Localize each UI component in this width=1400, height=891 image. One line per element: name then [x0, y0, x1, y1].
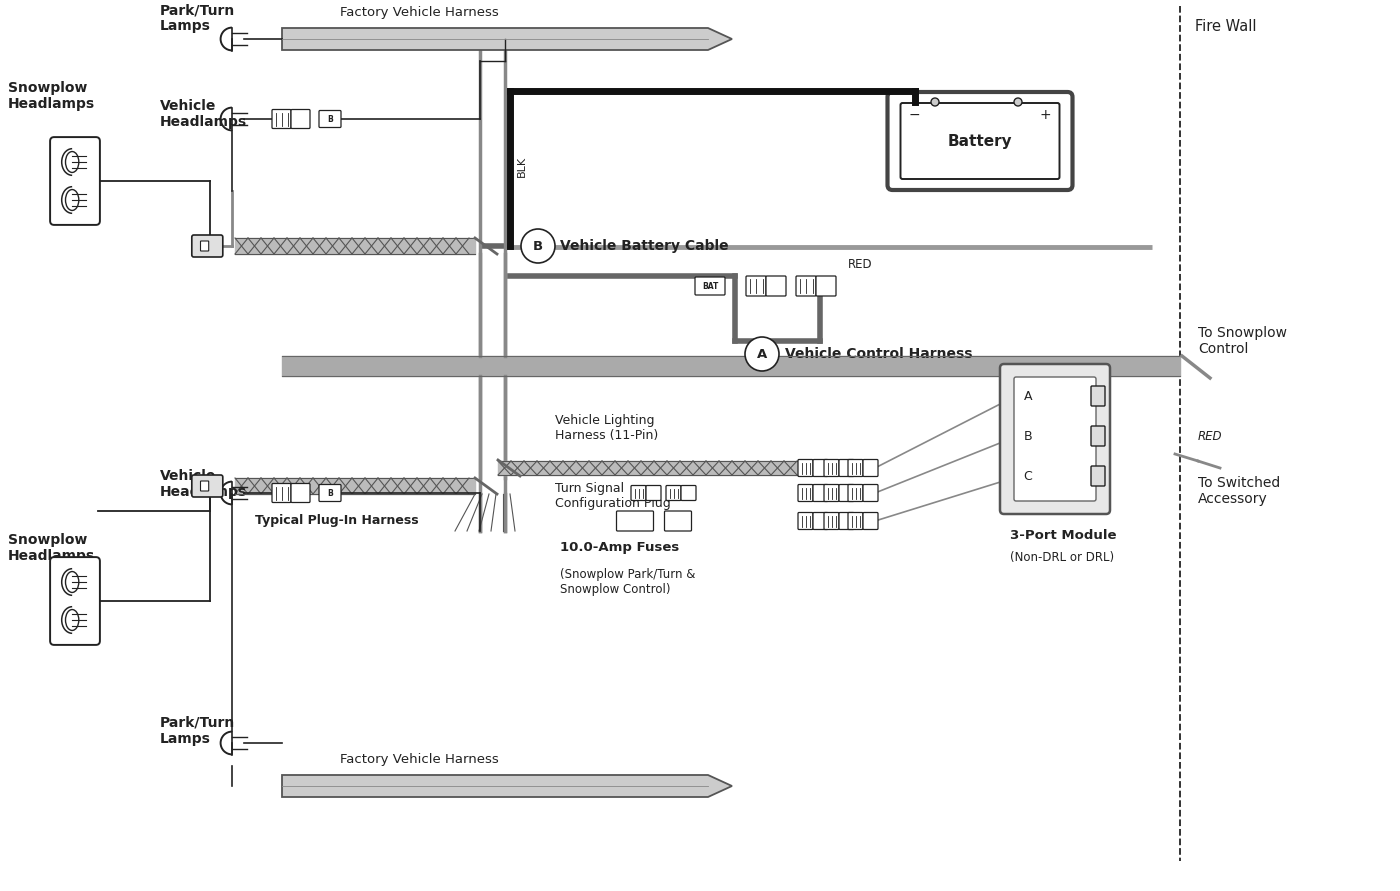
- FancyBboxPatch shape: [848, 512, 862, 529]
- Ellipse shape: [66, 571, 78, 593]
- Text: Snowplow
Headlamps: Snowplow Headlamps: [8, 81, 95, 111]
- FancyBboxPatch shape: [797, 276, 816, 296]
- Text: To Snowplow
Control: To Snowplow Control: [1198, 326, 1287, 356]
- Text: (Non-DRL or DRL): (Non-DRL or DRL): [1009, 551, 1114, 564]
- Text: Vehicle Lighting
Harness (11-Pin): Vehicle Lighting Harness (11-Pin): [554, 414, 658, 442]
- Text: RED: RED: [1198, 429, 1222, 443]
- Text: B: B: [328, 115, 333, 124]
- FancyBboxPatch shape: [839, 512, 854, 529]
- FancyBboxPatch shape: [825, 512, 839, 529]
- Text: Turn Signal
Configuration Plug: Turn Signal Configuration Plug: [554, 482, 671, 510]
- Text: Snowplow
Headlamps: Snowplow Headlamps: [8, 533, 95, 563]
- Circle shape: [931, 98, 939, 106]
- Text: Vehicle Control Harness: Vehicle Control Harness: [785, 347, 973, 361]
- Text: A: A: [757, 347, 767, 361]
- FancyBboxPatch shape: [862, 485, 878, 502]
- Text: 3-Port Module: 3-Port Module: [1009, 529, 1116, 542]
- Text: B: B: [328, 488, 333, 497]
- Polygon shape: [281, 28, 732, 50]
- FancyBboxPatch shape: [665, 511, 692, 531]
- Text: B: B: [533, 240, 543, 252]
- Ellipse shape: [66, 609, 78, 631]
- FancyBboxPatch shape: [666, 486, 680, 501]
- Text: A: A: [1023, 389, 1032, 403]
- Text: To Switched
Accessory: To Switched Accessory: [1198, 476, 1280, 506]
- Text: Park/Turn
Lamps: Park/Turn Lamps: [160, 716, 235, 746]
- FancyBboxPatch shape: [746, 276, 766, 296]
- Text: −: −: [909, 108, 920, 122]
- Text: Vehicle
Headlamps: Vehicle Headlamps: [160, 99, 248, 129]
- Text: Battery: Battery: [948, 134, 1012, 149]
- FancyBboxPatch shape: [798, 460, 813, 477]
- Text: BLK: BLK: [517, 155, 526, 176]
- FancyBboxPatch shape: [200, 241, 209, 251]
- FancyBboxPatch shape: [50, 557, 99, 645]
- FancyBboxPatch shape: [798, 512, 813, 529]
- FancyBboxPatch shape: [192, 475, 223, 497]
- Text: BAT: BAT: [701, 282, 718, 290]
- Polygon shape: [281, 775, 732, 797]
- FancyBboxPatch shape: [291, 110, 309, 128]
- FancyBboxPatch shape: [694, 277, 725, 295]
- Text: 10.0-Amp Fuses: 10.0-Amp Fuses: [560, 541, 679, 554]
- FancyBboxPatch shape: [200, 481, 209, 491]
- FancyBboxPatch shape: [631, 486, 645, 501]
- FancyBboxPatch shape: [291, 484, 309, 503]
- FancyBboxPatch shape: [848, 485, 862, 502]
- FancyBboxPatch shape: [813, 485, 827, 502]
- FancyBboxPatch shape: [50, 137, 99, 225]
- FancyBboxPatch shape: [862, 512, 878, 529]
- FancyBboxPatch shape: [1091, 466, 1105, 486]
- FancyBboxPatch shape: [192, 235, 223, 257]
- FancyBboxPatch shape: [825, 485, 839, 502]
- FancyBboxPatch shape: [645, 486, 661, 501]
- FancyBboxPatch shape: [319, 485, 342, 502]
- FancyBboxPatch shape: [813, 512, 827, 529]
- FancyBboxPatch shape: [862, 460, 878, 477]
- Circle shape: [745, 337, 778, 371]
- Text: Factory Vehicle Harness: Factory Vehicle Harness: [340, 6, 498, 19]
- Text: Typical Plug-In Harness: Typical Plug-In Harness: [255, 514, 419, 527]
- FancyBboxPatch shape: [798, 485, 813, 502]
- FancyBboxPatch shape: [900, 103, 1060, 179]
- FancyBboxPatch shape: [813, 460, 827, 477]
- Text: Factory Vehicle Harness: Factory Vehicle Harness: [340, 753, 498, 766]
- Text: Fire Wall: Fire Wall: [1196, 19, 1256, 34]
- FancyBboxPatch shape: [680, 486, 696, 501]
- Text: RED: RED: [847, 257, 872, 271]
- Text: C: C: [1023, 470, 1032, 483]
- FancyBboxPatch shape: [1014, 377, 1096, 501]
- Ellipse shape: [66, 151, 78, 173]
- Text: Park/Turn
Lamps: Park/Turn Lamps: [160, 3, 235, 33]
- Text: B: B: [1023, 429, 1032, 443]
- Ellipse shape: [66, 190, 78, 210]
- FancyBboxPatch shape: [1091, 426, 1105, 446]
- FancyBboxPatch shape: [272, 110, 291, 128]
- FancyBboxPatch shape: [272, 484, 291, 503]
- Circle shape: [521, 229, 554, 263]
- Text: Vehicle
Headlamps: Vehicle Headlamps: [160, 469, 248, 499]
- FancyBboxPatch shape: [816, 276, 836, 296]
- Text: +: +: [1040, 108, 1051, 122]
- FancyBboxPatch shape: [839, 460, 854, 477]
- FancyBboxPatch shape: [319, 110, 342, 127]
- FancyBboxPatch shape: [616, 511, 654, 531]
- FancyBboxPatch shape: [1091, 386, 1105, 406]
- FancyBboxPatch shape: [848, 460, 862, 477]
- Text: (Snowplow Park/Turn &
Snowplow Control): (Snowplow Park/Turn & Snowplow Control): [560, 568, 696, 596]
- Text: Vehicle Battery Cable: Vehicle Battery Cable: [560, 239, 728, 253]
- FancyBboxPatch shape: [1000, 364, 1110, 514]
- FancyBboxPatch shape: [888, 92, 1072, 190]
- FancyBboxPatch shape: [766, 276, 785, 296]
- FancyBboxPatch shape: [839, 485, 854, 502]
- Circle shape: [1014, 98, 1022, 106]
- FancyBboxPatch shape: [825, 460, 839, 477]
